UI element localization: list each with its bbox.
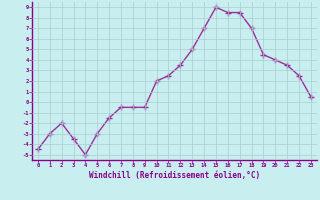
- X-axis label: Windchill (Refroidissement éolien,°C): Windchill (Refroidissement éolien,°C): [89, 171, 260, 180]
